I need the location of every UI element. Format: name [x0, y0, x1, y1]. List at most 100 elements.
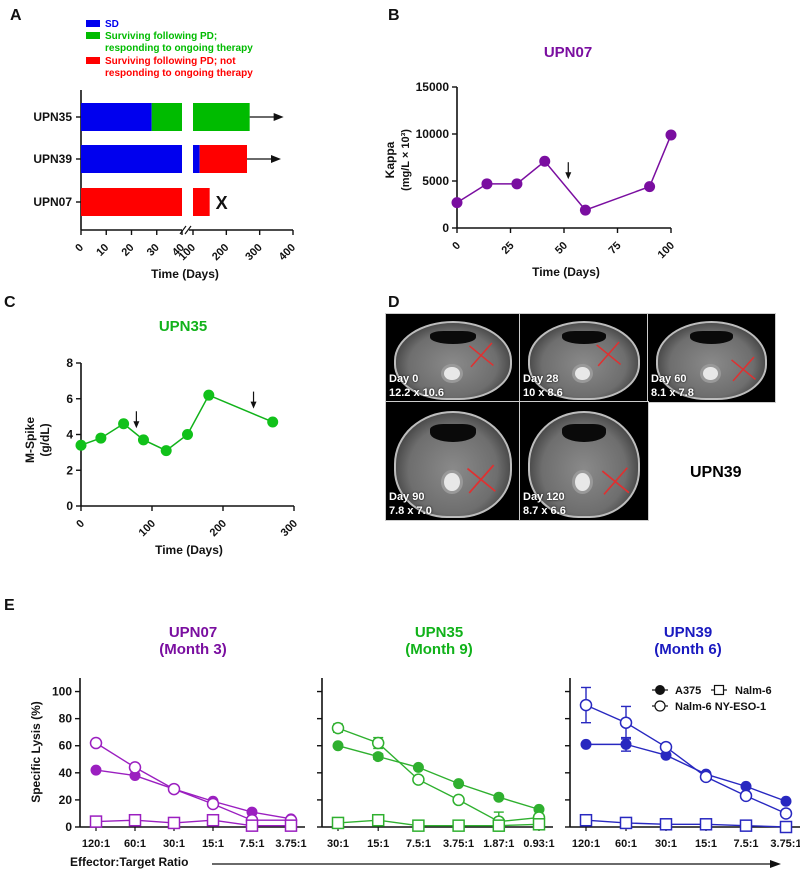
- panel-e3-series-nalm-6-point: [659, 818, 673, 831]
- panel-c-treatment-arrow-head: [133, 421, 140, 429]
- panel-c-data-point: [267, 416, 279, 428]
- panel-e3-series-a375-point: [780, 795, 792, 807]
- panel-c-y-axis-title-line1: M-Spike: [23, 417, 37, 463]
- panel-b-title: UPN07: [544, 44, 592, 61]
- legend-swatch-2: [86, 57, 100, 64]
- panel-b-treatment-arrow-head: [565, 172, 572, 180]
- panel-b-x-tick-label: 0: [450, 240, 463, 253]
- panel-e2-series-nalm-6-point: [532, 818, 546, 831]
- tumor-measurement-cross: [602, 467, 630, 495]
- panel-e2-series-nalm-6-point: [412, 819, 425, 832]
- panel-c-y-tick-label: 4: [66, 428, 73, 442]
- panel-b-x-axis-title: Time (Days): [532, 265, 600, 279]
- ct-scan-day: Day 28: [523, 373, 559, 385]
- panel-e3-series-nalm-6-ny-eso-1-point: [739, 789, 753, 803]
- panel-a-bar-upn07-not-responding-left: [81, 188, 182, 216]
- panel-d-patient-label: UPN39: [690, 464, 742, 481]
- ct-scan-size: 8.1 x 7.8: [651, 387, 694, 399]
- panel-e1-series-nalm-6-point: [89, 815, 103, 828]
- panel-b-y-tick-label: 15000: [416, 80, 450, 94]
- panel-b-data-point: [644, 181, 656, 193]
- panel-b-data-point: [579, 204, 591, 216]
- ct-scan-size: 10 x 8.6: [523, 387, 563, 399]
- panel-c-data-point: [75, 439, 87, 451]
- ct-scan-caption: Day 28 10 x 8.6: [523, 372, 563, 400]
- panel-a-bar-upn07-not-responding-right: [193, 188, 210, 216]
- panel-e3-series-nalm-6-ny-eso-1-line: [585, 704, 787, 815]
- panel-e2-series-a375-point: [372, 751, 384, 763]
- panel-e3-series-nalm-6-point: [739, 819, 753, 832]
- legend-a375-label: A375: [675, 685, 701, 697]
- panel-e1-x-tick-label: 3.75:1: [275, 838, 306, 850]
- ct-spine: [702, 366, 718, 381]
- ct-scan-5: Day 120 8.7 x 6.6: [519, 401, 649, 521]
- panel-a-row-label-upn35: UPN35: [33, 110, 72, 124]
- panel-b-x-tick-label: 50: [553, 240, 570, 257]
- panel-e1-series-nalm-6-point: [284, 819, 298, 832]
- ct-scan-3: Day 60 8.1 x 7.8: [647, 313, 776, 403]
- panel-e3-title-line2: (Month 6): [654, 641, 721, 658]
- ct-spine: [443, 472, 460, 492]
- panel-e2-title-line1: UPN35: [415, 624, 463, 641]
- panel-b-x-tick-label: 25: [499, 240, 516, 257]
- panel-c-y-tick-label: 0: [66, 499, 73, 513]
- panel-e1-series-nalm-6-ny-eso-1-point: [128, 761, 142, 774]
- legend-label-0: SD: [105, 19, 119, 30]
- panel-label-d: D: [388, 294, 400, 311]
- ct-bowel-gas: [562, 423, 606, 443]
- panel-b-data-point: [481, 178, 493, 190]
- ct-scan-size: 8.7 x 6.6: [523, 505, 566, 517]
- panel-e3-series-a375-line: [586, 743, 787, 802]
- panel-e1-y-tick-label: 0: [65, 820, 72, 834]
- panel-a-arrowhead: [273, 113, 284, 121]
- panel-e2-x-tick-label: 3.75:1: [443, 838, 474, 850]
- panel-e1-x-tick-label: 7.5:1: [239, 838, 264, 850]
- panel-e2-series-nalm-6-ny-eso-1-point: [452, 793, 465, 807]
- effector-target-ratio-arrowhead: [770, 860, 781, 868]
- panel-e1-y-tick-label: 60: [59, 739, 73, 753]
- panel-e2-series-nalm-6-line: [337, 819, 540, 827]
- panel-e2-series-nalm-6-ny-eso-1-line: [337, 727, 540, 823]
- panel-e2-x-tick-label: 15:1: [367, 838, 389, 850]
- panel-b-y-tick-label: 5000: [422, 174, 449, 188]
- panel-label-c: C: [4, 294, 16, 311]
- panel-a-death-marker: X: [216, 193, 228, 213]
- panel-a-x-tick-label: 30: [145, 242, 162, 259]
- panel-a-row-label-upn07: UPN07: [33, 195, 72, 209]
- panel-e3-x-tick-label: 15:1: [695, 838, 717, 850]
- legend-nalm6-marker: [713, 684, 725, 696]
- ct-scan-day: Day 0: [389, 373, 419, 385]
- panel-label-b: B: [388, 7, 400, 24]
- panel-c-y-axis-title-line2: (g/dL): [38, 423, 52, 456]
- panel-e1-series-nalm-6-point: [167, 816, 181, 830]
- panel-b-y-tick-label: 10000: [416, 127, 450, 141]
- panel-e3-series-a375-point: [740, 780, 752, 792]
- panel-e1-y-tick-label: 40: [59, 766, 73, 780]
- panel-e1-series-a375-line: [95, 769, 292, 820]
- panel-e2-series-a375-point: [412, 761, 424, 773]
- ct-bowel-gas: [430, 423, 476, 443]
- panel-c-series-line: [80, 394, 273, 452]
- panel-e3-series-nalm-6-ny-eso-1-point: [579, 698, 593, 712]
- panel-e3-series-nalm-6-point: [699, 818, 713, 831]
- panel-a-x-tick-label: 200: [210, 242, 231, 263]
- panel-e1-title-line1: UPN07: [169, 624, 217, 641]
- panel-c-data-point: [203, 389, 215, 401]
- panel-c-data-point: [95, 432, 107, 444]
- panel-e1-series-nalm-6-line: [95, 819, 291, 827]
- panel-b-y-axis-title-line1: Kappa: [383, 141, 397, 178]
- panel-e1-y-tick-label: 20: [59, 793, 73, 807]
- effector-target-ratio-label: Effector:Target Ratio: [70, 855, 188, 869]
- tumor-measurement-cross: [466, 464, 496, 494]
- panel-c-data-point: [137, 434, 149, 446]
- panel-b-data-point: [665, 129, 677, 141]
- panel-e1-series-a375-point: [90, 764, 102, 776]
- panel-e3-series-nalm-6-point: [779, 820, 793, 834]
- ct-scan-caption: Day 0 12.2 x 10.6: [389, 372, 444, 400]
- tumor-measurement-cross: [468, 342, 494, 368]
- legend-nalm6-label: Nalm-6: [735, 685, 772, 697]
- panel-e2-series-a375-point: [332, 740, 344, 752]
- panel-label-a: A: [10, 7, 22, 24]
- ct-body-section: [527, 411, 641, 518]
